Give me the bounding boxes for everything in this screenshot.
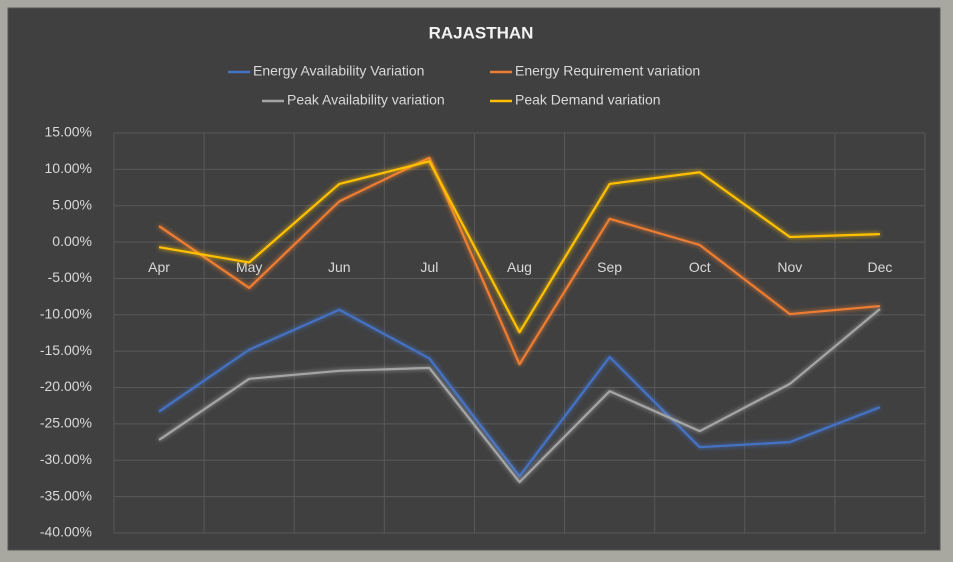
- y-tick-label: -25.00%: [40, 415, 92, 431]
- series-line: [158, 156, 881, 366]
- legend-label: Energy Availability Variation: [253, 63, 424, 79]
- y-tick-label: -40.00%: [40, 524, 92, 540]
- x-tick-label: Aug: [507, 259, 532, 275]
- y-tick-label: -15.00%: [40, 342, 92, 358]
- y-tick-label: -5.00%: [48, 269, 92, 285]
- y-tick-label: -30.00%: [40, 451, 92, 467]
- x-tick-label: Sep: [597, 259, 622, 275]
- x-tick-label: Jul: [420, 259, 438, 275]
- y-tick-label: -35.00%: [40, 487, 92, 503]
- y-tick-label: -20.00%: [40, 378, 92, 394]
- series-line: [158, 308, 881, 478]
- legend-label: Peak Demand variation: [515, 92, 661, 108]
- x-tick-label: Nov: [777, 259, 802, 275]
- series-line: [158, 308, 881, 484]
- x-tick-label: Oct: [689, 259, 711, 275]
- x-tick-label: Apr: [148, 259, 170, 275]
- chart-title: RAJASTHAN: [429, 23, 534, 42]
- legend-label: Peak Availability variation: [287, 92, 445, 108]
- series-line: [158, 160, 880, 334]
- y-tick-label: 0.00%: [52, 233, 92, 249]
- y-tick-label: -10.00%: [40, 306, 92, 322]
- x-tick-label: May: [236, 259, 262, 275]
- y-tick-label: 15.00%: [45, 124, 92, 140]
- x-tick-label: Dec: [867, 259, 892, 275]
- legend-label: Energy Requirement variation: [515, 63, 700, 79]
- y-tick-label: 5.00%: [52, 196, 92, 212]
- y-tick-label: 10.00%: [45, 160, 92, 176]
- x-tick-label: Jun: [328, 259, 351, 275]
